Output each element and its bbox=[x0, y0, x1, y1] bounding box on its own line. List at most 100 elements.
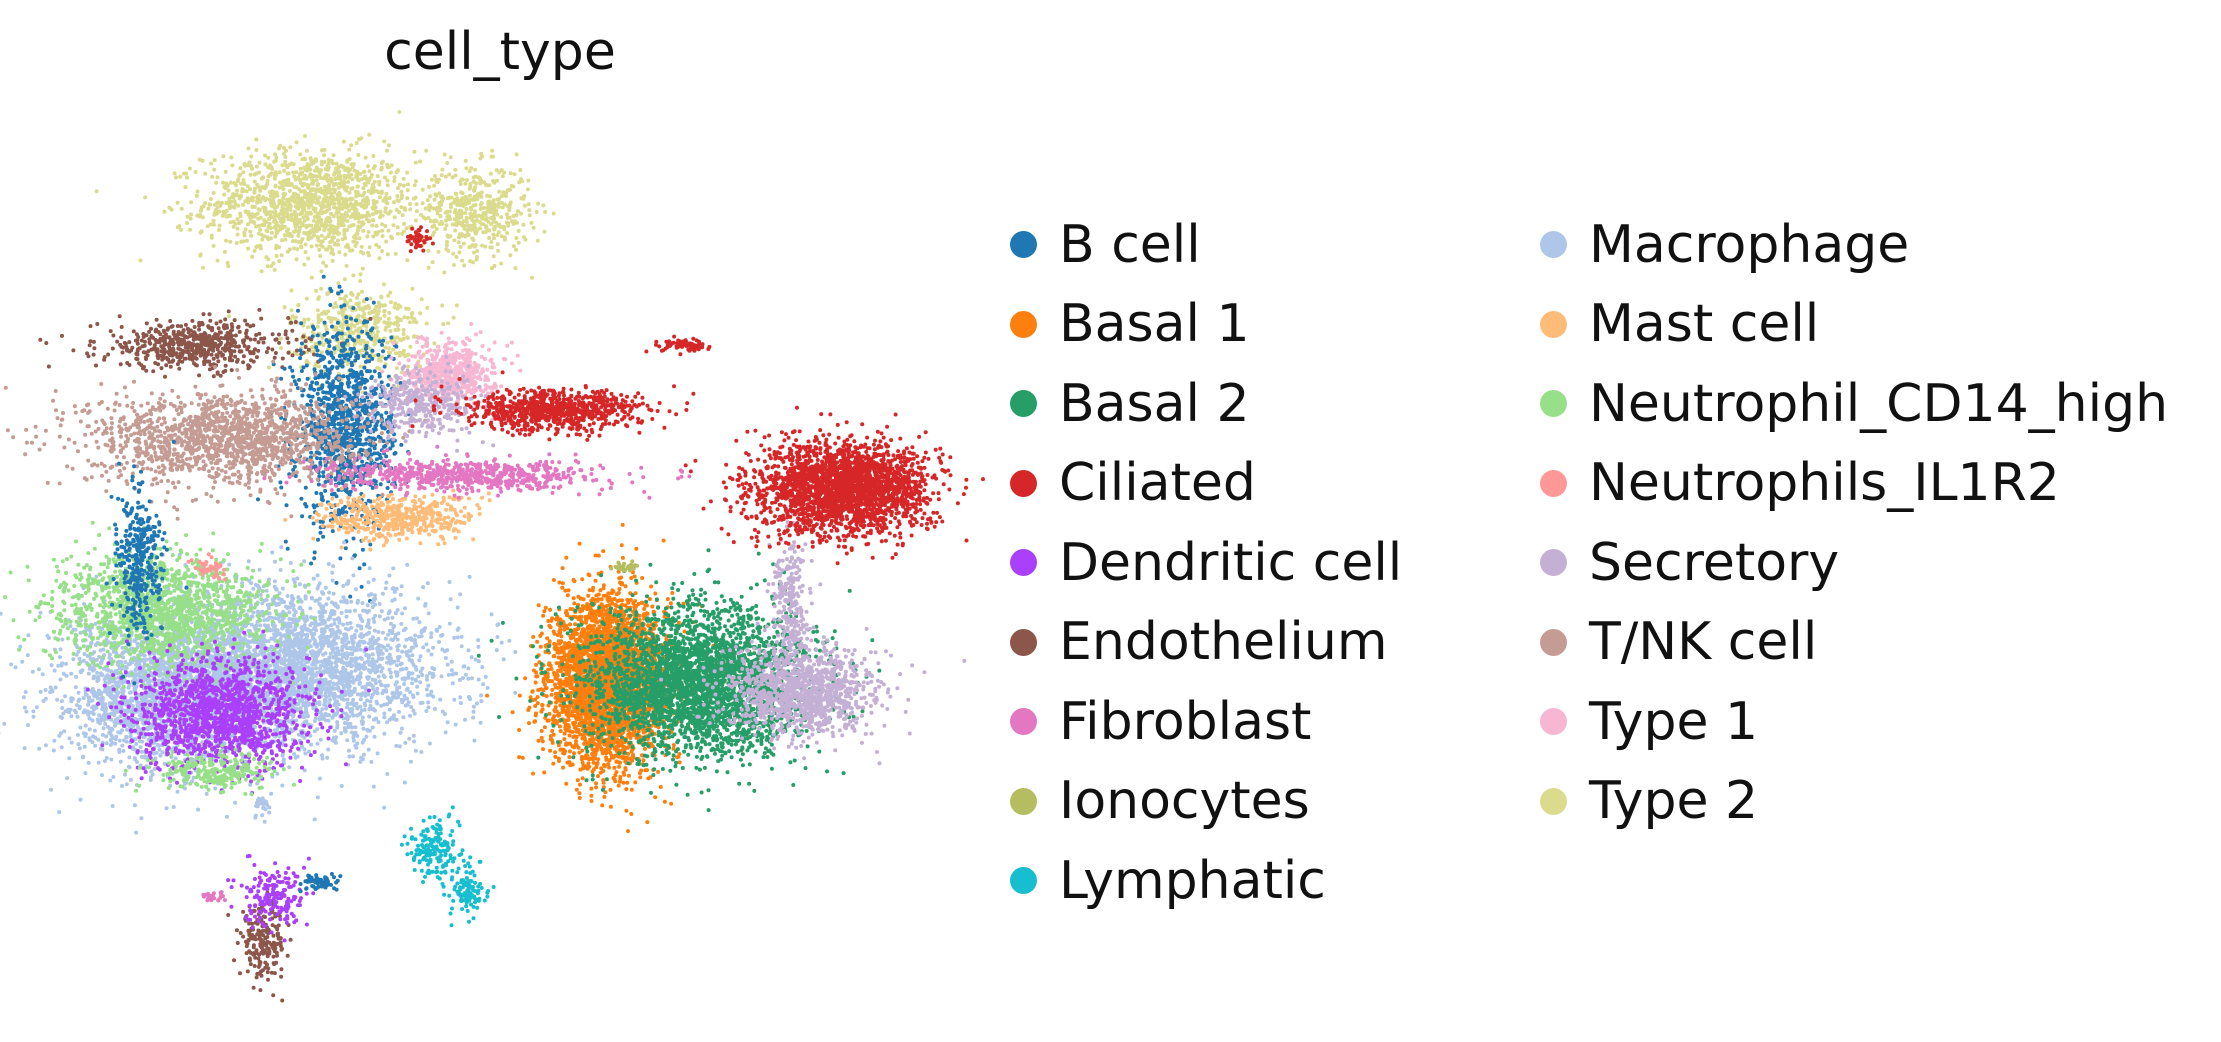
data-point bbox=[162, 209, 167, 214]
data-point bbox=[198, 230, 203, 235]
data-point bbox=[541, 203, 546, 208]
data-point bbox=[70, 466, 75, 471]
data-point bbox=[425, 229, 429, 234]
data-point bbox=[317, 226, 321, 231]
data-point bbox=[340, 364, 345, 369]
data-point bbox=[219, 340, 224, 345]
data-point bbox=[232, 349, 237, 354]
data-point bbox=[330, 258, 335, 263]
data-point bbox=[181, 328, 186, 333]
data-point bbox=[273, 152, 278, 157]
data-point bbox=[240, 189, 245, 194]
data-point bbox=[320, 385, 324, 390]
data-point bbox=[261, 234, 266, 239]
data-point bbox=[393, 251, 398, 256]
data-point bbox=[248, 172, 253, 177]
data-point bbox=[286, 217, 291, 222]
data-point bbox=[210, 326, 215, 330]
data-point bbox=[205, 224, 210, 229]
data-point bbox=[467, 169, 472, 174]
data-point bbox=[216, 359, 221, 364]
data-point bbox=[371, 436, 376, 441]
data-point bbox=[215, 336, 220, 341]
data-point bbox=[509, 184, 514, 188]
data-point bbox=[344, 320, 349, 324]
data-point bbox=[409, 312, 414, 316]
data-point bbox=[392, 215, 397, 220]
data-point bbox=[358, 447, 363, 452]
data-point bbox=[151, 369, 156, 374]
data-point bbox=[325, 380, 330, 385]
data-point bbox=[154, 317, 159, 322]
data-point bbox=[274, 942, 279, 947]
data-point bbox=[282, 492, 287, 497]
data-point bbox=[299, 496, 304, 501]
data-point bbox=[329, 289, 334, 293]
data-point bbox=[329, 176, 333, 181]
data-point bbox=[213, 480, 217, 484]
data-point bbox=[446, 196, 451, 200]
data-point bbox=[197, 320, 202, 325]
data-point bbox=[382, 444, 386, 449]
data-point bbox=[301, 215, 306, 220]
data-point bbox=[276, 923, 281, 928]
data-point bbox=[492, 236, 496, 241]
data-point bbox=[508, 253, 513, 258]
data-point bbox=[425, 198, 430, 203]
data-point bbox=[293, 320, 298, 324]
data-point bbox=[491, 254, 496, 259]
data-point bbox=[232, 958, 236, 963]
data-point bbox=[374, 200, 379, 204]
data-point bbox=[335, 337, 340, 342]
data-point bbox=[375, 320, 380, 325]
data-point bbox=[469, 212, 474, 217]
data-point bbox=[225, 410, 230, 415]
data-point bbox=[359, 584, 364, 589]
data-point bbox=[163, 374, 167, 379]
data-point bbox=[460, 177, 465, 182]
data-point bbox=[511, 244, 516, 249]
data-point bbox=[369, 376, 374, 381]
data-point bbox=[356, 313, 361, 318]
data-point bbox=[371, 201, 376, 206]
data-point bbox=[346, 357, 351, 362]
data-point bbox=[312, 233, 317, 238]
data-point bbox=[244, 189, 249, 194]
data-point bbox=[377, 182, 382, 187]
data-point bbox=[464, 207, 469, 211]
data-point bbox=[373, 391, 378, 396]
data-point bbox=[241, 340, 246, 345]
data-point bbox=[265, 962, 269, 967]
data-point bbox=[490, 154, 495, 159]
data-point bbox=[254, 245, 259, 249]
data-point bbox=[381, 198, 386, 203]
data-point bbox=[291, 218, 296, 223]
data-point bbox=[86, 354, 91, 359]
data-point bbox=[360, 372, 365, 377]
data-point bbox=[317, 474, 322, 479]
data-point bbox=[325, 177, 330, 182]
data-point bbox=[374, 242, 379, 247]
data-point bbox=[222, 249, 227, 254]
data-point bbox=[45, 480, 50, 485]
data-point bbox=[350, 186, 355, 191]
data-point bbox=[305, 217, 310, 221]
cluster-type-2 bbox=[392, 148, 556, 280]
data-point bbox=[224, 343, 228, 348]
data-point bbox=[508, 200, 513, 205]
data-point bbox=[354, 434, 359, 439]
data-point bbox=[288, 461, 293, 466]
data-point bbox=[364, 441, 368, 446]
data-point bbox=[401, 328, 406, 332]
data-point bbox=[236, 325, 241, 330]
data-point bbox=[251, 985, 256, 990]
data-point bbox=[187, 166, 192, 171]
data-point bbox=[122, 340, 127, 345]
data-point bbox=[361, 228, 366, 233]
data-point bbox=[314, 243, 319, 248]
data-point bbox=[313, 372, 318, 377]
data-point bbox=[233, 344, 238, 349]
data-point bbox=[314, 223, 318, 228]
data-point bbox=[248, 324, 253, 329]
data-point bbox=[357, 440, 362, 445]
